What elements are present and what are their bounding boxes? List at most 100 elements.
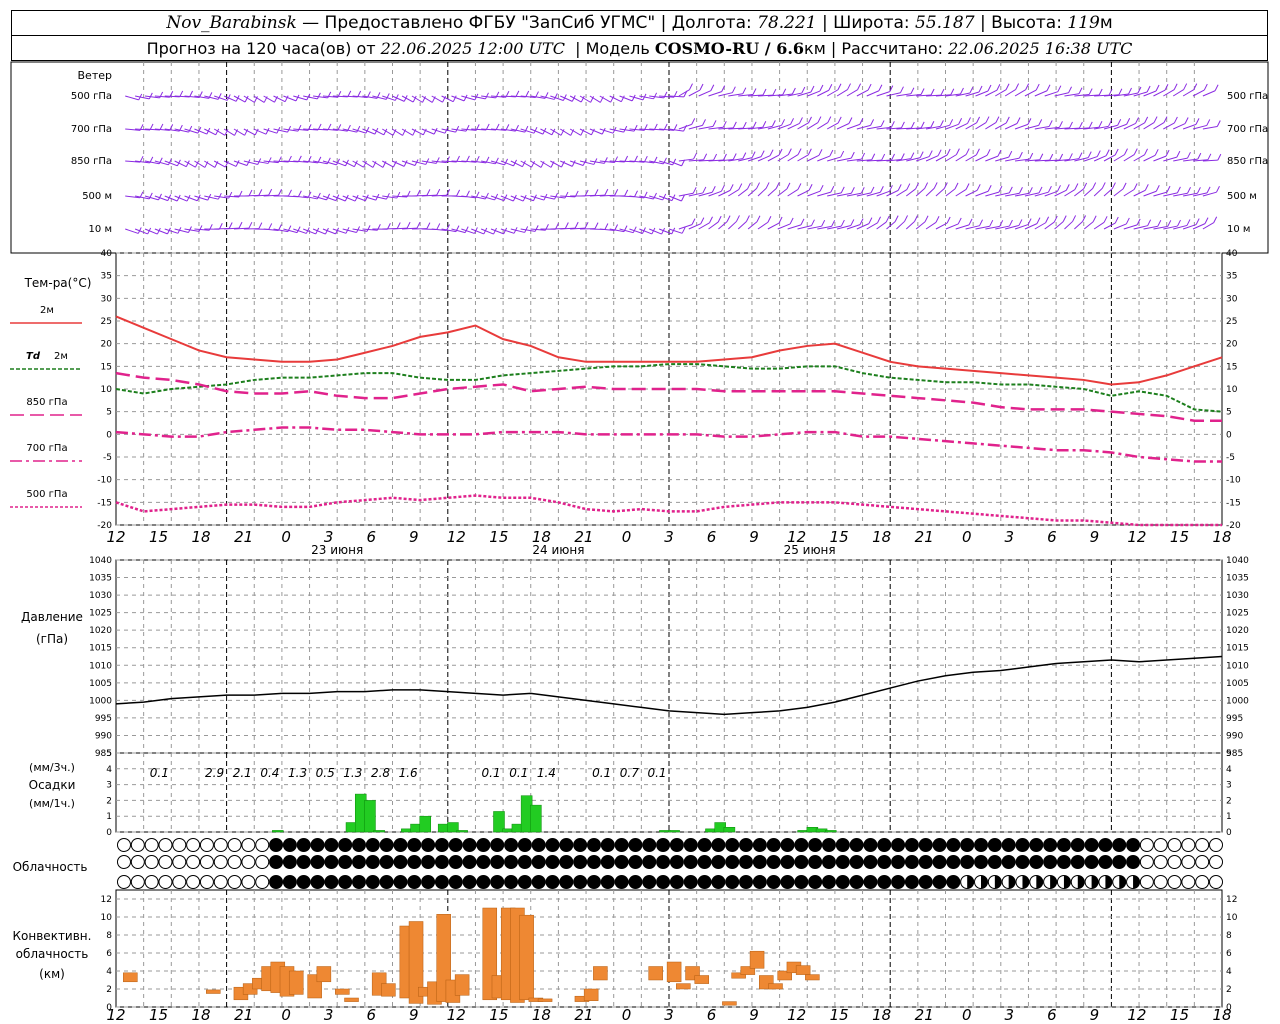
wind-barb: [1074, 94, 1090, 97]
cloud-cover-circle: [227, 855, 242, 869]
pres-ytick-right: 985: [1226, 749, 1243, 759]
wind-barb: [906, 94, 922, 97]
cloud-cover-circle: [448, 875, 463, 889]
wind-barb: [174, 228, 189, 233]
model-name: COSMO-RU / 6.6: [654, 38, 805, 58]
cloud-cover-circle: [711, 875, 726, 889]
alt-label: | Высота:: [979, 13, 1062, 33]
cloud-cover-circle: [656, 838, 671, 852]
wind-barb-feather: [297, 124, 302, 132]
wind-barb: [629, 95, 644, 101]
cloud-cover-circle: [780, 838, 795, 852]
wind-barb: [1034, 125, 1050, 130]
wind-barb-feather: [297, 155, 302, 163]
precip-total-label: 0.1: [647, 766, 666, 780]
wind-barb: [1123, 154, 1135, 162]
bottom-xtick: 6: [707, 1006, 717, 1024]
wind-barb: [1113, 154, 1125, 162]
conv-cloud-bar: [648, 966, 663, 981]
wind-barb: [777, 93, 793, 97]
wind-barb: [421, 194, 437, 197]
wind-barb: [619, 95, 633, 102]
wind-level-label-right: 500 гПа: [1227, 91, 1268, 102]
cloud-cover-circle: [683, 875, 698, 889]
conv-ytick-right: 8: [1226, 931, 1232, 941]
cloud-cover-circle: [849, 875, 864, 889]
temp-xtick: 0: [281, 528, 291, 546]
wind-barb: [856, 89, 869, 97]
wind-barb: [164, 195, 178, 202]
conv-ytick-right: 6: [1226, 949, 1232, 959]
cloud-cover-circle: [573, 838, 588, 852]
precip-total-label: 2.1: [233, 766, 252, 780]
cloud-cover-circle: [1209, 838, 1223, 852]
precip-bar: [493, 811, 505, 833]
cloud-cover-circle: [683, 838, 698, 852]
wind-barb-feather: [790, 118, 794, 125]
wind-barb-feather: [495, 123, 500, 131]
wind-barb-feather: [967, 117, 971, 124]
wind-barb: [520, 160, 532, 168]
wind-barb: [639, 160, 655, 164]
wind-barb: [757, 221, 769, 230]
wind-barb-feather: [1122, 182, 1127, 190]
wind-barb: [125, 228, 139, 234]
wind-barb-feather: [584, 189, 589, 197]
wind-barb-feather: [624, 189, 629, 197]
wind-barb-feather: [1184, 117, 1189, 124]
cloud-cover-circle: [117, 875, 131, 889]
wind-barb: [223, 160, 237, 167]
cloud-cover-circle: [725, 855, 740, 869]
conv-ytick-left: 6: [106, 949, 112, 959]
wind-barb-feather: [1019, 187, 1023, 194]
wind-barb-feather: [1036, 217, 1041, 224]
wind-barb: [421, 95, 433, 103]
wind-barb: [1044, 190, 1058, 197]
wind-barb: [787, 189, 799, 197]
wind-barb: [935, 188, 945, 197]
temp-ytick-left: 5: [106, 408, 112, 418]
wind-level-label-right: 500 м: [1227, 191, 1257, 202]
wind-barb: [500, 128, 516, 132]
cloud-cover-circle: [1015, 855, 1030, 869]
wind-barb-feather: [1035, 83, 1040, 91]
cloud-cover-circle: [808, 875, 823, 889]
conv-unit: (км): [39, 967, 65, 981]
temp-ytick-left: -15: [97, 498, 112, 508]
temp-xtick: 21: [915, 528, 934, 546]
wind-barb-feather: [1025, 83, 1030, 90]
wind-barb: [520, 95, 536, 99]
wind-barb: [589, 95, 601, 103]
wind-barb: [757, 155, 771, 162]
wind-barb: [866, 159, 882, 162]
wind-barb: [876, 190, 890, 197]
wind-barb-feather: [1082, 215, 1087, 222]
conv-cloud-bar: [288, 970, 304, 995]
wind-barb: [194, 228, 210, 231]
wind-barb: [1005, 157, 1020, 162]
wind-barb: [154, 195, 168, 202]
wind-level-label-left: 10 м: [89, 224, 112, 235]
wind-barb-feather: [710, 84, 715, 91]
wind-barb: [905, 221, 915, 230]
conv-title-1: Конвективн.: [13, 929, 92, 943]
wind-barb-feather: [564, 191, 569, 199]
wind-barb: [174, 128, 189, 133]
wind-barb: [658, 228, 672, 235]
cloud-cover-circle: [130, 838, 145, 852]
wind-barb: [401, 128, 414, 136]
wind-barb: [451, 228, 466, 234]
wind-barb: [332, 228, 347, 234]
wind-barb-feather: [662, 193, 667, 201]
wind-barb: [125, 95, 139, 101]
wind-barb: [135, 128, 151, 131]
wind-barb-feather: [1167, 220, 1172, 227]
lat-value: 55.187: [915, 13, 975, 33]
wind-barb: [322, 195, 336, 202]
wind-barb: [1004, 123, 1018, 130]
td-legend-prefix: Td: [26, 351, 41, 362]
cloud-cover-circle: [752, 855, 767, 869]
wind-barb-feather: [1173, 116, 1178, 124]
wind-barb-feather: [385, 93, 390, 100]
cloud-cover-circle: [421, 875, 436, 889]
